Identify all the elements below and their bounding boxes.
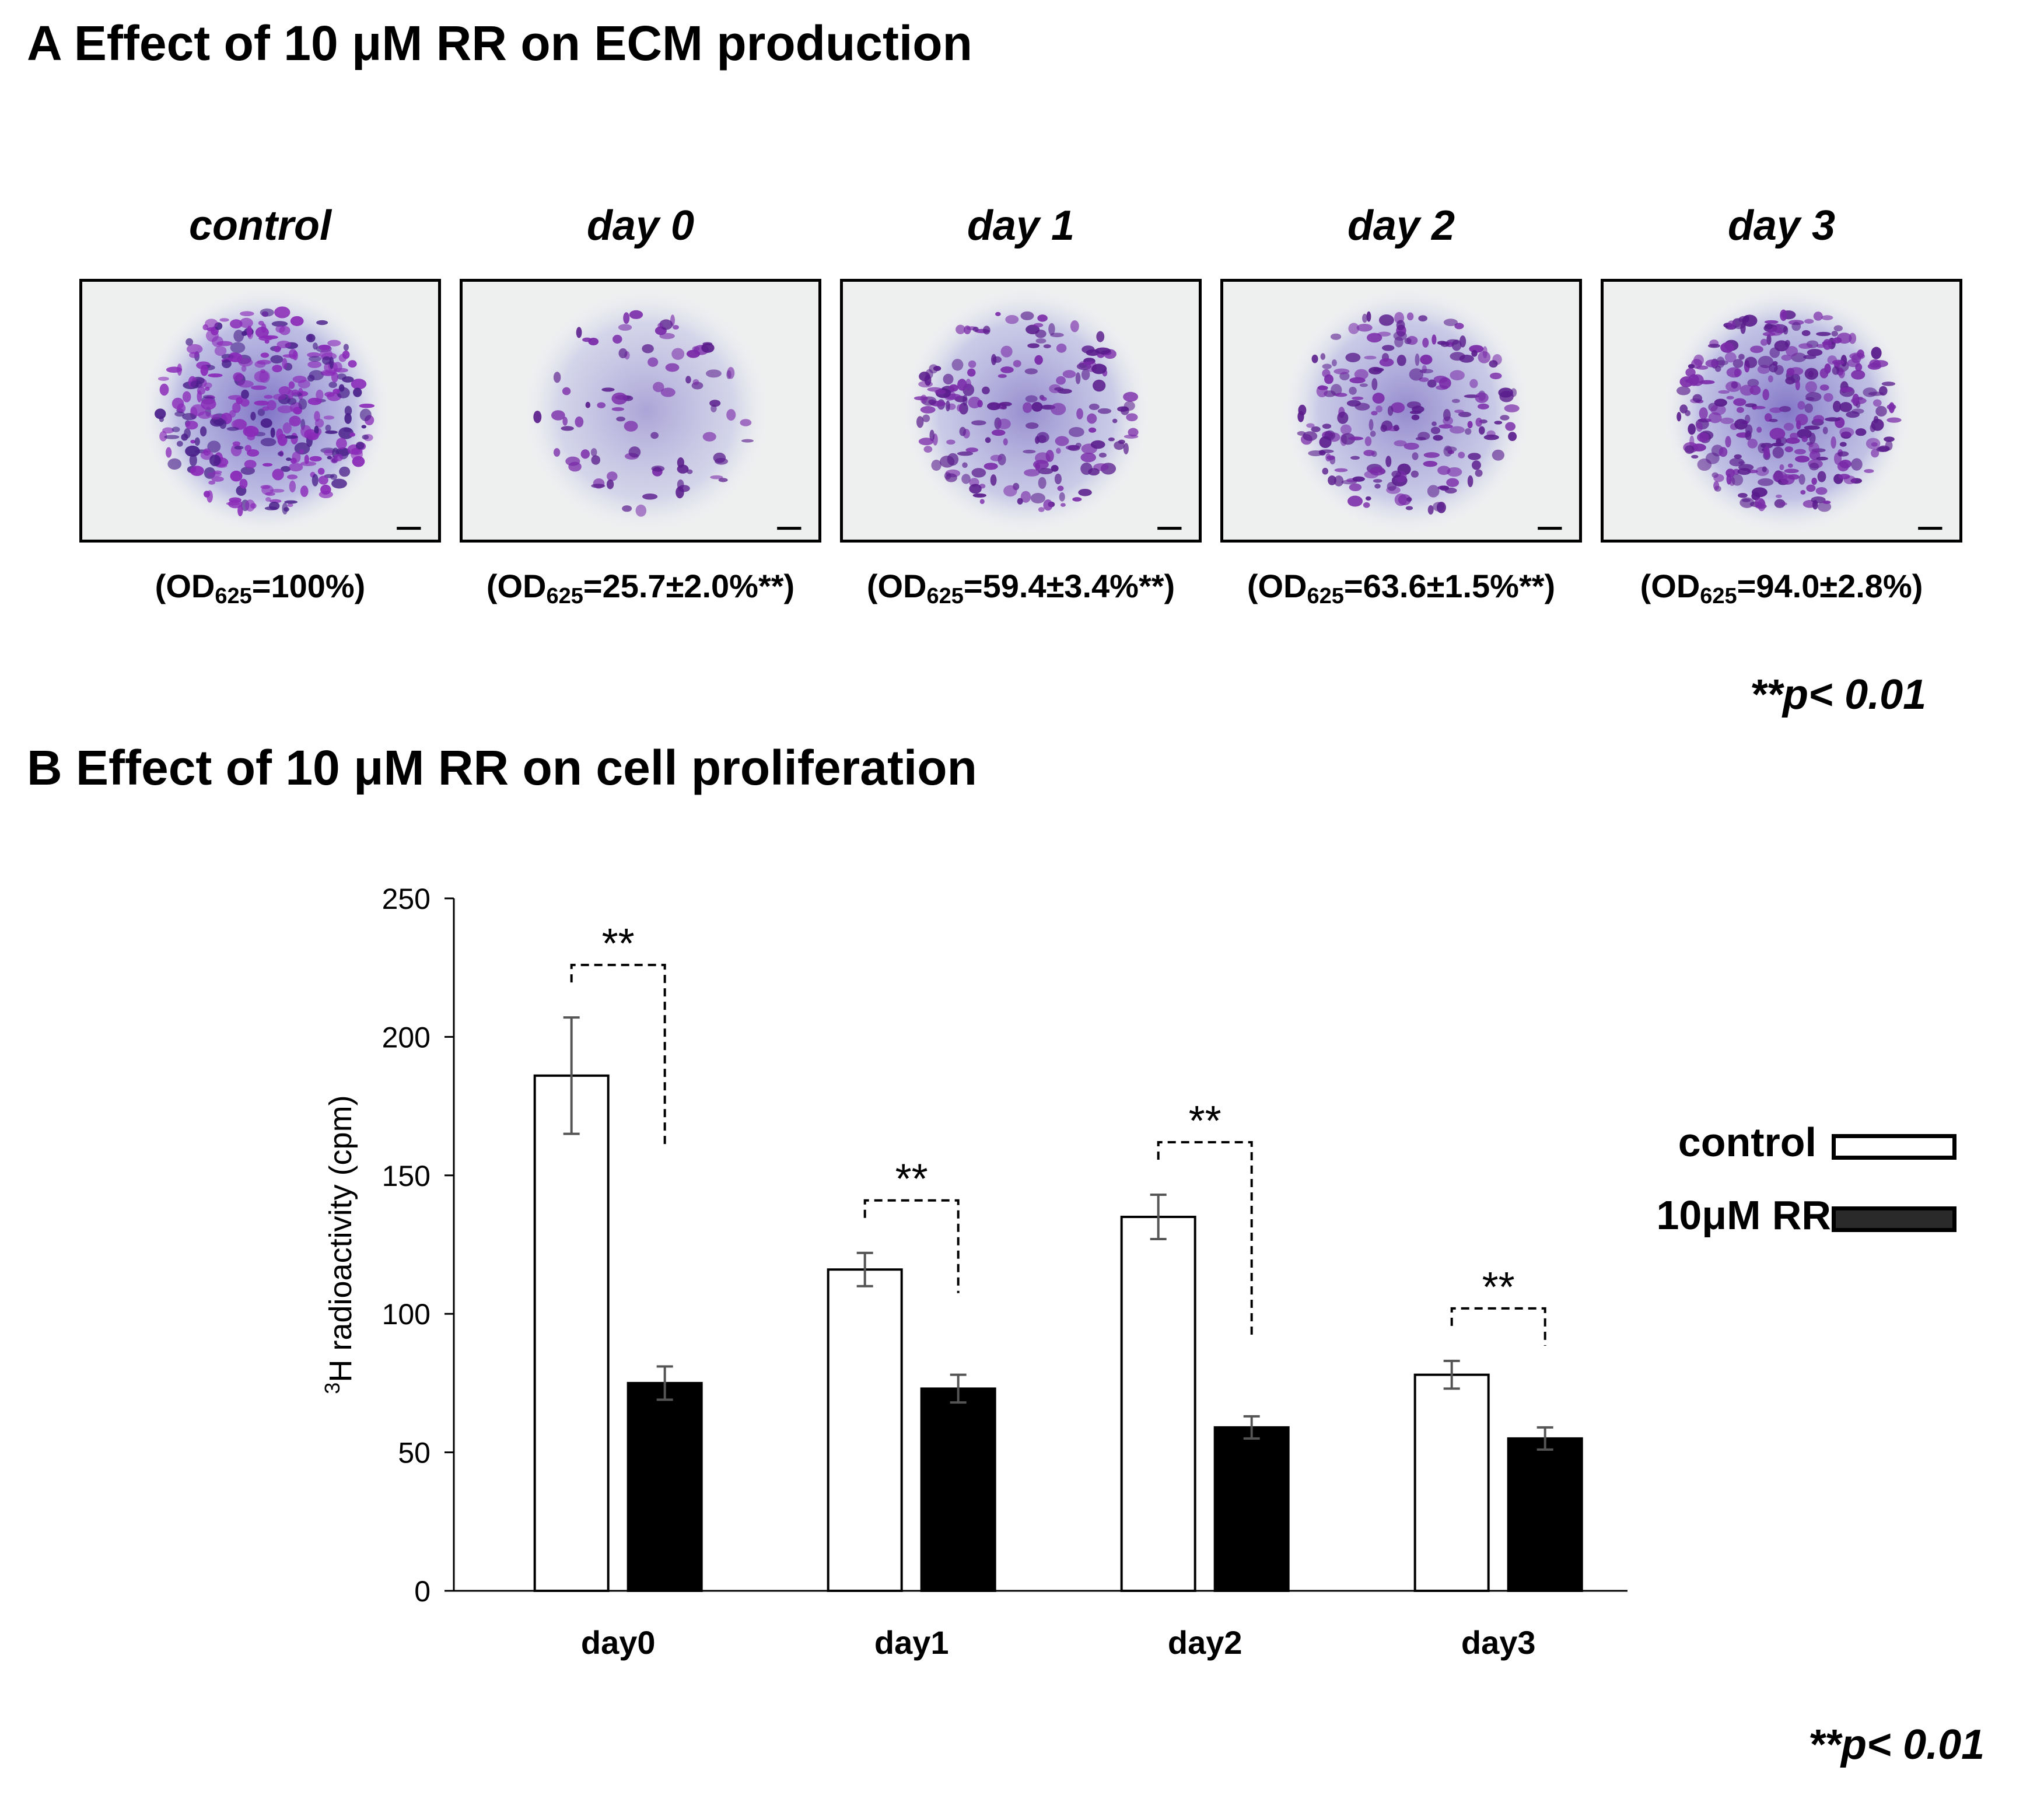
od-value-2: (OD625=59.4±3.4%**)	[822, 567, 1219, 609]
bar-rr-day3	[1507, 1437, 1583, 1593]
od-value-4: (OD625=94.0±2.8%)	[1583, 567, 1980, 609]
panel-b-pvalue-note: **p< 0.01	[1808, 1721, 1985, 1768]
od-number: =25.7±2.0%**)	[583, 568, 795, 604]
od-prefix: (OD	[155, 568, 215, 604]
od-prefix: (OD	[486, 568, 547, 604]
bar-rr-day0	[626, 1381, 703, 1592]
bar-control-day2	[1120, 1216, 1196, 1592]
od-number: =63.6±1.5%**)	[1343, 568, 1556, 604]
od-number: =94.0±2.8%)	[1737, 568, 1923, 604]
od-number: =100%)	[251, 568, 366, 604]
panel-label-4: day 3	[1727, 202, 1836, 249]
panel-a-title: A Effect of 10 μM RR on ECM production	[27, 16, 972, 71]
panel-label-2: day 1	[967, 202, 1075, 249]
od-subscript: 625	[1700, 584, 1737, 608]
y-axis-label-sup: 3	[320, 1383, 344, 1394]
panel-label-3: day 2	[1347, 202, 1455, 249]
bar-rr-day2	[1213, 1426, 1290, 1592]
ecm-stain-image-4	[1601, 279, 1962, 543]
od-subscript: 625	[215, 584, 252, 608]
x-tick-label-day2: day2	[1168, 1624, 1242, 1661]
y-tick-label: 100	[382, 1298, 430, 1331]
od-value-1: (OD625=25.7±2.0%**)	[442, 567, 839, 609]
bar-control-day0	[533, 1074, 610, 1592]
bar-rr-day1	[920, 1387, 996, 1592]
legend-label-rr: 10μM RR	[1656, 1192, 1831, 1238]
x-tick-label-day1: day1	[874, 1624, 949, 1661]
significance-label-day3: **	[1482, 1264, 1515, 1311]
od-value-0: (OD625=100%)	[62, 567, 459, 609]
legend-swatch-rr	[1832, 1206, 1957, 1232]
od-subscript: 625	[1307, 584, 1344, 608]
y-tick-label: 250	[382, 883, 430, 915]
bar-control-day1	[827, 1268, 903, 1592]
od-subscript: 625	[926, 584, 964, 608]
ecm-stain-image-3	[1220, 279, 1582, 543]
od-number: =59.4±3.4%**)	[963, 568, 1175, 604]
legend-label-control: control	[1678, 1119, 1817, 1165]
significance-bracket-day2	[1157, 1141, 1253, 1335]
y-axis-label-text: H radioactivity (cpm)	[323, 1095, 358, 1382]
legend-swatch-control	[1832, 1134, 1957, 1160]
y-tick-label: 0	[414, 1575, 430, 1608]
od-subscript: 625	[546, 584, 583, 608]
significance-label-day2: **	[1189, 1098, 1222, 1145]
panel-a-pvalue-note: **p< 0.01	[1750, 671, 1927, 718]
ecm-stain-image-2	[840, 279, 1202, 543]
od-prefix: (OD	[1640, 568, 1700, 604]
y-tick-label: 150	[382, 1160, 430, 1192]
panel-label-1: day 0	[586, 202, 695, 249]
panel-b-title: B Effect of 10 μM RR on cell proliferati…	[27, 740, 977, 795]
bar-control-day3	[1413, 1373, 1490, 1592]
od-value-3: (OD625=63.6±1.5%**)	[1203, 567, 1600, 609]
od-prefix: (OD	[866, 568, 927, 604]
x-tick-label-day3: day3	[1461, 1624, 1536, 1661]
y-tick-label: 200	[382, 1021, 430, 1054]
ecm-stain-image-1	[460, 279, 821, 543]
od-prefix: (OD	[1247, 568, 1307, 604]
x-tick-label-day0: day0	[581, 1624, 656, 1661]
y-axis-label: 3H radioactivity (cpm)	[320, 1095, 359, 1394]
panel-label-0: control	[189, 202, 331, 249]
ecm-stain-image-0	[79, 279, 441, 543]
significance-label-day1: **	[895, 1156, 928, 1203]
significance-bracket-day3	[1450, 1307, 1546, 1346]
y-tick-label: 50	[398, 1437, 430, 1469]
significance-label-day0: **	[602, 921, 635, 967]
